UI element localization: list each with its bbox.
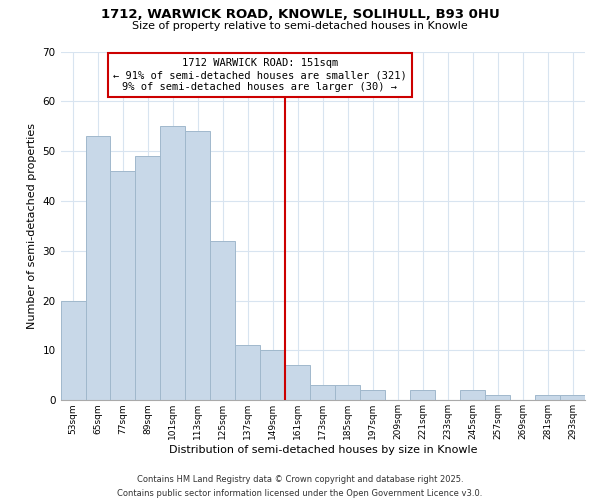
- Y-axis label: Number of semi-detached properties: Number of semi-detached properties: [27, 123, 37, 329]
- X-axis label: Distribution of semi-detached houses by size in Knowle: Distribution of semi-detached houses by …: [169, 445, 477, 455]
- Bar: [485, 396, 510, 400]
- Bar: [410, 390, 435, 400]
- Bar: [360, 390, 385, 400]
- Bar: [335, 386, 360, 400]
- Text: 1712, WARWICK ROAD, KNOWLE, SOLIHULL, B93 0HU: 1712, WARWICK ROAD, KNOWLE, SOLIHULL, B9…: [101, 8, 499, 20]
- Bar: [260, 350, 286, 401]
- Bar: [535, 396, 560, 400]
- Bar: [61, 300, 86, 400]
- Bar: [560, 396, 585, 400]
- Text: 1712 WARWICK ROAD: 151sqm
← 91% of semi-detached houses are smaller (321)
9% of : 1712 WARWICK ROAD: 151sqm ← 91% of semi-…: [113, 58, 407, 92]
- Bar: [286, 366, 310, 400]
- Bar: [160, 126, 185, 400]
- Bar: [136, 156, 160, 400]
- Bar: [86, 136, 110, 400]
- Bar: [110, 171, 136, 400]
- Bar: [211, 241, 235, 400]
- Text: Contains HM Land Registry data © Crown copyright and database right 2025.
Contai: Contains HM Land Registry data © Crown c…: [118, 476, 482, 498]
- Bar: [460, 390, 485, 400]
- Text: Size of property relative to semi-detached houses in Knowle: Size of property relative to semi-detach…: [132, 21, 468, 31]
- Bar: [185, 131, 211, 400]
- Bar: [235, 346, 260, 401]
- Bar: [310, 386, 335, 400]
